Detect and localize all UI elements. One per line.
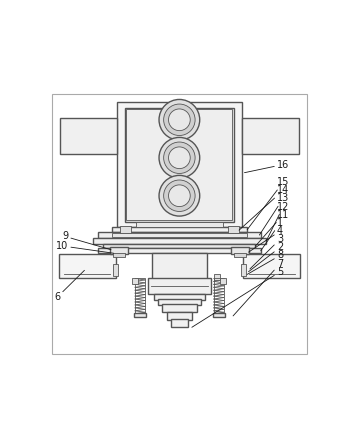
Bar xyxy=(136,222,223,227)
Bar xyxy=(113,264,118,276)
Bar xyxy=(126,109,232,220)
Text: 15: 15 xyxy=(247,177,289,230)
Bar xyxy=(148,278,211,294)
Bar xyxy=(135,278,145,314)
Text: 9: 9 xyxy=(62,231,111,250)
Bar xyxy=(98,232,261,238)
Bar xyxy=(125,107,234,222)
Text: 14: 14 xyxy=(239,185,289,230)
Circle shape xyxy=(169,109,190,131)
Bar xyxy=(104,244,255,248)
Bar xyxy=(162,304,197,313)
Circle shape xyxy=(159,99,200,140)
Bar xyxy=(134,313,146,317)
Bar xyxy=(60,119,117,154)
Bar xyxy=(234,253,246,257)
Bar xyxy=(132,278,138,284)
Bar xyxy=(158,299,201,305)
Bar xyxy=(167,312,191,320)
Bar xyxy=(241,264,246,276)
Bar xyxy=(154,293,205,300)
Bar xyxy=(152,253,206,287)
Bar xyxy=(220,278,226,284)
Bar xyxy=(98,248,261,253)
Bar xyxy=(112,233,247,237)
Text: 4: 4 xyxy=(248,226,283,252)
Text: 10: 10 xyxy=(56,241,114,253)
Bar xyxy=(110,247,128,254)
Text: 16: 16 xyxy=(244,159,289,173)
Circle shape xyxy=(164,180,195,211)
Bar xyxy=(243,254,300,278)
Bar xyxy=(113,253,125,257)
Circle shape xyxy=(169,185,190,206)
Text: 8: 8 xyxy=(247,250,283,274)
Text: 1: 1 xyxy=(261,218,283,251)
Bar xyxy=(171,319,188,327)
Bar xyxy=(120,226,131,233)
Bar xyxy=(242,119,299,154)
Bar xyxy=(214,274,219,280)
Circle shape xyxy=(159,175,200,216)
Circle shape xyxy=(164,104,195,135)
Circle shape xyxy=(164,142,195,174)
Text: 6: 6 xyxy=(54,270,84,302)
Text: 12: 12 xyxy=(266,202,289,241)
Bar xyxy=(92,238,266,244)
Text: 2: 2 xyxy=(248,242,283,272)
Bar xyxy=(117,102,242,227)
Text: 13: 13 xyxy=(259,194,289,235)
Circle shape xyxy=(169,147,190,169)
Bar xyxy=(213,313,225,317)
Text: 5: 5 xyxy=(192,267,283,327)
Circle shape xyxy=(159,138,200,178)
Bar xyxy=(228,226,239,233)
Bar xyxy=(59,254,116,278)
Bar xyxy=(112,226,247,231)
Bar xyxy=(231,247,248,254)
Text: 3: 3 xyxy=(250,234,283,269)
Text: 7: 7 xyxy=(233,258,283,316)
Bar xyxy=(214,278,224,314)
Text: 11: 11 xyxy=(256,210,289,246)
